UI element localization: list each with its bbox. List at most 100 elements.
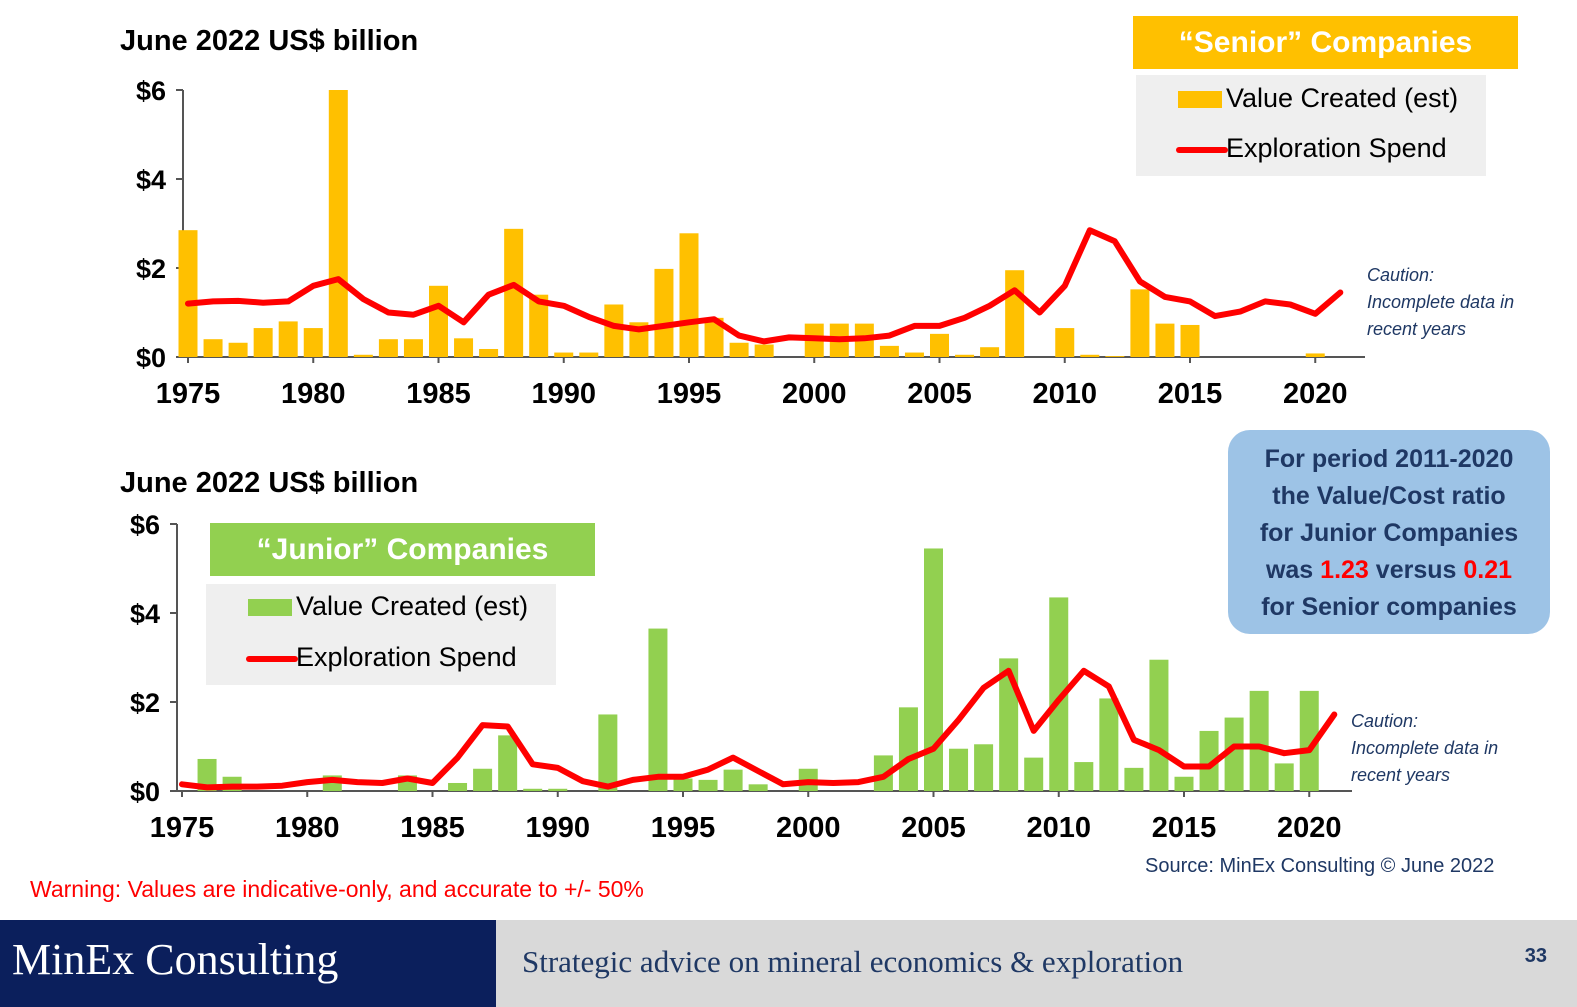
junior-bar (1149, 659, 1169, 791)
junior-bar (598, 714, 618, 791)
senior-bar (554, 352, 574, 357)
junior-bar (748, 784, 768, 791)
senior-bar (178, 230, 198, 357)
warning-note: Warning: Values are indicative-only, and… (30, 876, 644, 902)
senior-legend-bar-swatch (1178, 91, 1222, 108)
junior-bar (1174, 776, 1194, 791)
senior-x-tick-label: 1980 (281, 378, 346, 410)
senior-bar (403, 339, 423, 357)
junior-caution: Caution: Incomplete data in recent years (1351, 708, 1498, 789)
ratio-callout: For period 2011-2020 the Value/Cost rati… (1228, 430, 1550, 634)
callout-line-2: the Value/Cost ratio (1272, 482, 1506, 510)
senior-bar (479, 348, 499, 357)
junior-bar (197, 758, 217, 791)
senior-bar (1105, 356, 1125, 357)
senior-bar (930, 333, 949, 357)
junior-x-tick-label: 2010 (1026, 812, 1091, 844)
senior-y-tick-label: $6 (136, 76, 166, 106)
senior-bar (504, 228, 524, 357)
senior-bar (1155, 323, 1175, 357)
senior-bar (353, 354, 373, 357)
junior-chart: $0 $2 $4 $6 1975 1980 1985 1990 1995 2000 2005 2010… (130, 510, 1352, 844)
senior-bar (228, 342, 248, 357)
junior-y-tick-label: $6 (130, 510, 160, 540)
junior-bar (1224, 717, 1244, 791)
senior-x-tick-label: 2010 (1032, 378, 1097, 410)
senior-bar (378, 339, 398, 357)
senior-y-tick-label: $4 (136, 165, 166, 195)
senior-bar (879, 345, 899, 357)
callout-line-4: was 1.23 versus 0.21 (1228, 552, 1550, 589)
senior-bar (654, 268, 674, 357)
junior-caution-line-2: Incomplete data in (1351, 738, 1499, 758)
source-note: Source: MinEx Consulting © June 2022 (1145, 855, 1495, 877)
senior-caution: Caution: Incomplete data in recent years (1367, 262, 1514, 343)
junior-y-tick-label: $2 (130, 688, 160, 718)
senior-x-tick-label: 1975 (156, 378, 221, 410)
junior-bar (1049, 597, 1069, 791)
senior-bar (429, 285, 448, 357)
senior-bar (579, 352, 599, 357)
junior-x-tick-label: 1990 (525, 812, 590, 844)
junior-bar (924, 548, 943, 791)
junior-unit-label: June 2022 US$ billion (120, 467, 419, 499)
junior-bar (1124, 767, 1144, 791)
senior-bar (729, 342, 749, 357)
callout-line-3: for Junior Companies (1259, 519, 1519, 547)
junior-bar (723, 769, 743, 791)
page-number: 33 (1524, 945, 1547, 967)
senior-legend-line-swatch (1176, 147, 1228, 153)
senior-caution-line-3: recent years (1367, 319, 1467, 339)
senior-caution-line-2: Incomplete data in (1367, 292, 1515, 312)
senior-legend: Value Created (est) Exploration Spend (1136, 75, 1486, 176)
junior-bar (673, 778, 693, 791)
junior-bar (974, 744, 994, 791)
junior-bar (498, 735, 518, 791)
junior-bar (1249, 690, 1269, 791)
senior-bar (328, 90, 348, 357)
junior-x-tick-label: 2020 (1277, 812, 1342, 844)
senior-bar (203, 339, 223, 357)
junior-bar (648, 628, 668, 791)
junior-legend-line-swatch (246, 656, 298, 662)
junior-bar (1274, 763, 1294, 791)
senior-bar (529, 294, 549, 357)
senior-y-tick-label: $0 (136, 343, 166, 373)
callout-line-1: For period 2011-2020 (1264, 445, 1514, 473)
senior-bar (955, 354, 975, 357)
junior-banner: “Junior” Companies (210, 523, 595, 576)
junior-x-tick-label: 1980 (275, 812, 340, 844)
senior-spend-line (185, 227, 1344, 345)
senior-bar (1305, 353, 1325, 357)
senior-bar (904, 352, 924, 357)
senior-bar (604, 304, 624, 357)
junior-bar (1199, 730, 1219, 791)
senior-x-tick-label: 1995 (657, 378, 722, 410)
senior-bar (454, 338, 474, 357)
footer-tagline: Strategic advice on mineral economics & … (522, 944, 1184, 979)
senior-bar (1180, 324, 1200, 357)
junior-bar (698, 779, 718, 791)
senior-ratio: 0.21 (1463, 556, 1513, 584)
junior-y-tick-label: $4 (130, 599, 160, 629)
junior-x-tick-label: 2005 (901, 812, 966, 844)
senior-bar (1130, 289, 1150, 357)
junior-bar (1074, 762, 1094, 791)
footer-tagline-panel: Strategic advice on mineral economics & … (496, 920, 1577, 1007)
junior-bar (448, 782, 468, 791)
junior-spend-line (179, 667, 1338, 791)
junior-bar (523, 788, 543, 791)
callout-was: was (1265, 556, 1314, 584)
footer-brand: MinEx Consulting (12, 935, 339, 984)
junior-caution-line-3: recent years (1351, 765, 1451, 785)
senior-banner: “Senior” Companies (1133, 16, 1518, 69)
junior-x-tick-label: 1985 (400, 812, 465, 844)
junior-bar (999, 658, 1019, 791)
senior-bar (754, 344, 774, 357)
senior-bar (1055, 328, 1075, 357)
junior-bar (473, 768, 493, 791)
senior-bar (980, 347, 1000, 357)
junior-legend: Value Created (est) Exploration Spend (206, 584, 556, 685)
junior-legend-value-label: Value Created (est) (296, 591, 529, 621)
senior-bar (704, 317, 724, 357)
